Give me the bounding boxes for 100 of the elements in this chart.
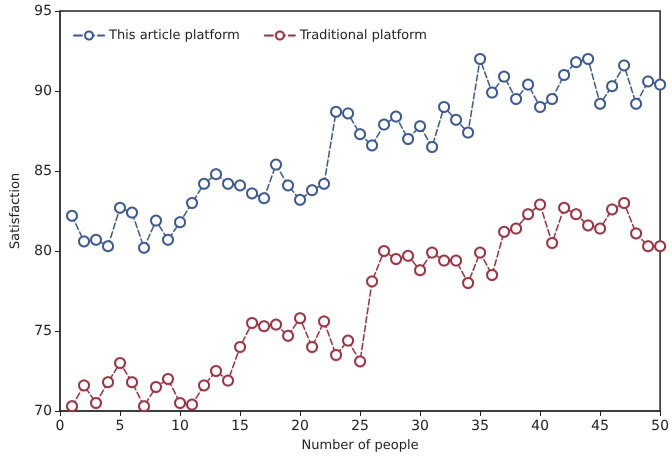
x-tick-label: 25 [351, 418, 369, 434]
point [642, 240, 654, 252]
point [654, 78, 666, 91]
point [330, 106, 342, 118]
point [246, 317, 258, 329]
point [414, 264, 426, 276]
point [486, 86, 498, 99]
point [510, 93, 522, 105]
point [294, 194, 306, 206]
point [186, 398, 198, 411]
point [366, 275, 378, 288]
point [150, 381, 162, 393]
point [438, 254, 450, 267]
point [534, 101, 546, 113]
y-tick-label: 90 [34, 83, 52, 99]
point [138, 400, 150, 412]
point [438, 101, 450, 113]
x-tick-label: 5 [116, 418, 124, 434]
point [138, 242, 150, 254]
point [198, 178, 210, 190]
point [510, 222, 522, 235]
point [306, 184, 318, 196]
point [498, 226, 510, 238]
point [234, 179, 246, 192]
y-tick-label: 80 [34, 243, 52, 259]
point [102, 376, 114, 388]
point [294, 312, 306, 324]
point [354, 128, 366, 140]
point [258, 320, 270, 332]
point [90, 234, 102, 246]
point [390, 110, 402, 123]
point [582, 219, 594, 232]
point [546, 237, 558, 249]
point [342, 107, 354, 120]
point [198, 379, 210, 392]
x-tick-label: 20 [291, 418, 309, 434]
point [270, 318, 282, 331]
x-tick-label: 35 [471, 418, 489, 434]
point [366, 139, 378, 152]
point [210, 168, 222, 180]
point [654, 240, 666, 252]
point [306, 341, 318, 353]
point [378, 118, 390, 131]
point [570, 208, 582, 220]
point [174, 216, 186, 228]
point [462, 126, 474, 139]
point [462, 277, 474, 289]
x-tick-label: 50 [651, 418, 670, 434]
point [114, 202, 126, 214]
point [546, 93, 558, 105]
x-tick-label: 0 [56, 418, 64, 434]
point [282, 330, 294, 342]
y-tick-label: 70 [34, 403, 52, 419]
point [450, 114, 462, 126]
point [210, 365, 222, 377]
point [126, 376, 138, 388]
point [270, 158, 282, 171]
point [126, 206, 138, 219]
point [90, 397, 102, 409]
point [630, 98, 642, 110]
y-tick-label: 95 [34, 3, 52, 19]
y-tick-label: 75 [34, 323, 52, 339]
point [486, 269, 498, 281]
point [450, 254, 462, 267]
point [594, 98, 606, 110]
x-axis-title: Number of people [302, 438, 419, 453]
point [606, 80, 618, 92]
point [174, 397, 186, 409]
point [102, 240, 114, 252]
point [498, 70, 510, 83]
point [414, 120, 426, 132]
point [234, 341, 246, 353]
point [606, 203, 618, 216]
point [342, 334, 354, 347]
point [150, 214, 162, 227]
point [282, 179, 294, 192]
point [522, 78, 534, 91]
legend-label: This article platform [108, 28, 240, 43]
point [162, 373, 174, 385]
point [474, 53, 486, 65]
point [162, 234, 174, 246]
point [522, 208, 534, 220]
y-tick-label: 85 [34, 163, 52, 179]
point [66, 210, 78, 222]
x-tick-label: 45 [591, 418, 609, 434]
point [378, 245, 390, 257]
point [222, 374, 234, 387]
point [78, 235, 90, 248]
point [570, 56, 582, 68]
point [402, 133, 414, 145]
x-tick-label: 30 [411, 418, 429, 434]
point [318, 315, 330, 328]
point [558, 69, 570, 81]
point [402, 250, 414, 262]
point [246, 187, 258, 200]
point [222, 178, 234, 190]
point [582, 53, 594, 65]
point [426, 141, 438, 153]
point [630, 227, 642, 240]
point [186, 197, 198, 209]
